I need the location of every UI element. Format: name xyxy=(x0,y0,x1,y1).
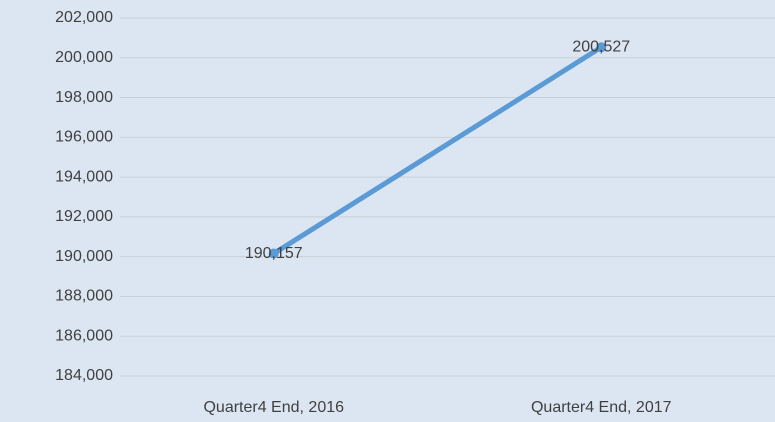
point xyxy=(596,42,607,53)
y-tick-label: 186,000 xyxy=(55,327,113,344)
y-tick-label: 198,000 xyxy=(55,89,113,106)
y-tick-label: 192,000 xyxy=(55,208,113,225)
x-tick-label: Quarter4 End, 2016 xyxy=(203,399,344,416)
line xyxy=(271,44,604,257)
data-label: 200,527 xyxy=(572,39,630,56)
point xyxy=(268,248,279,259)
y-tick-label: 184,000 xyxy=(55,367,113,384)
y-tick-label: 200,000 xyxy=(55,49,113,66)
y-tick-label: 202,000 xyxy=(55,9,113,26)
y-tick-label: 190,000 xyxy=(55,248,113,265)
y-tick-label: 196,000 xyxy=(55,129,113,146)
y-tick-label: 194,000 xyxy=(55,168,113,185)
x-tick-label: Quarter4 End, 2017 xyxy=(531,399,672,416)
data-label: 190,157 xyxy=(245,245,303,262)
y-tick-label: 188,000 xyxy=(55,288,113,305)
